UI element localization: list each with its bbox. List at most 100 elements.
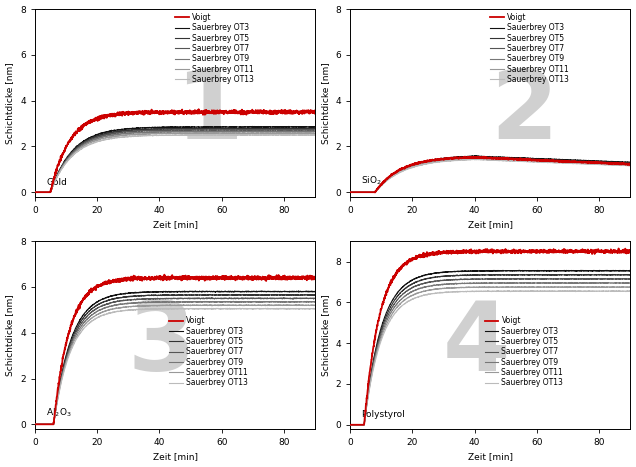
Sauerbrey OT7 <box>312 296 319 301</box>
Sauerbrey OT7 <box>46 190 54 195</box>
Sauerbrey OT5 <box>31 422 39 427</box>
Sauerbrey OT5 <box>626 160 634 166</box>
Sauerbrey OT11 <box>46 190 54 195</box>
Sauerbrey OT13 <box>223 132 230 138</box>
Sauerbrey OT11 <box>363 190 370 195</box>
Sauerbrey OT5 <box>312 292 319 298</box>
Sauerbrey OT5 <box>460 155 468 160</box>
Sauerbrey OT11 <box>91 313 99 319</box>
Sauerbrey OT13 <box>146 133 153 138</box>
Line: Voigt: Voigt <box>35 109 315 192</box>
Sauerbrey OT11 <box>406 165 414 170</box>
Sauerbrey OT3 <box>516 268 523 273</box>
Sauerbrey OT9 <box>406 290 414 296</box>
Sauerbrey OT7 <box>136 296 144 302</box>
Sauerbrey OT9 <box>472 155 480 161</box>
Sauerbrey OT5 <box>346 422 354 428</box>
Sauerbrey OT11 <box>471 156 478 162</box>
Sauerbrey OT7 <box>223 295 230 301</box>
Voigt <box>195 106 202 112</box>
Legend: Voigt, Sauerbrey OT3, Sauerbrey OT5, Sauerbrey OT7, Sauerbrey OT9, Sauerbrey OT1: Voigt, Sauerbrey OT3, Sauerbrey OT5, Sau… <box>490 13 569 84</box>
Voigt <box>461 155 469 161</box>
Sauerbrey OT13 <box>406 165 414 171</box>
Sauerbrey OT9 <box>626 162 634 167</box>
Sauerbrey OT9 <box>462 156 470 162</box>
Sauerbrey OT13 <box>312 306 319 311</box>
Line: Voigt: Voigt <box>350 248 630 425</box>
Sauerbrey OT3 <box>363 405 370 410</box>
Voigt <box>47 187 55 192</box>
Sauerbrey OT9 <box>91 310 99 316</box>
Sauerbrey OT13 <box>346 422 354 428</box>
Line: Sauerbrey OT9: Sauerbrey OT9 <box>35 301 315 425</box>
Line: Sauerbrey OT13: Sauerbrey OT13 <box>35 134 315 192</box>
Sauerbrey OT13 <box>462 157 470 163</box>
Sauerbrey OT9 <box>146 300 153 305</box>
Voigt <box>451 249 459 255</box>
Sauerbrey OT11 <box>363 407 370 412</box>
Sauerbrey OT11 <box>626 162 634 168</box>
Sauerbrey OT5 <box>312 126 319 131</box>
Line: Sauerbrey OT3: Sauerbrey OT3 <box>35 291 315 425</box>
Sauerbrey OT11 <box>462 156 470 162</box>
Sauerbrey OT11 <box>312 302 319 308</box>
Sauerbrey OT7 <box>538 157 546 163</box>
Voigt <box>91 286 99 291</box>
Sauerbrey OT5 <box>406 282 414 288</box>
Sauerbrey OT9 <box>47 188 55 194</box>
Sauerbrey OT5 <box>451 273 459 279</box>
Sauerbrey OT9 <box>312 129 319 134</box>
Sauerbrey OT7 <box>47 422 55 427</box>
Sauerbrey OT3 <box>31 422 39 427</box>
Y-axis label: Schichtdicke [nm]: Schichtdicke [nm] <box>6 294 15 376</box>
Legend: Voigt, Sauerbrey OT3, Sauerbrey OT5, Sauerbrey OT7, Sauerbrey OT9, Sauerbrey OT1: Voigt, Sauerbrey OT3, Sauerbrey OT5, Sau… <box>175 13 254 84</box>
Sauerbrey OT13 <box>31 422 39 427</box>
Sauerbrey OT3 <box>147 290 155 295</box>
Sauerbrey OT7 <box>91 307 99 312</box>
Sauerbrey OT7 <box>406 164 414 170</box>
Sauerbrey OT7 <box>146 297 153 302</box>
Text: 4: 4 <box>443 298 510 391</box>
Sauerbrey OT7 <box>363 404 370 410</box>
Sauerbrey OT13 <box>460 157 468 163</box>
Sauerbrey OT3 <box>461 154 469 159</box>
Sauerbrey OT13 <box>406 297 414 303</box>
Y-axis label: Schichtdicke [nm]: Schichtdicke [nm] <box>321 294 330 376</box>
Sauerbrey OT7 <box>136 128 144 134</box>
Sauerbrey OT3 <box>471 153 478 159</box>
Sauerbrey OT3 <box>462 154 470 159</box>
Sauerbrey OT5 <box>47 188 55 193</box>
Sauerbrey OT9 <box>230 298 237 304</box>
Text: Gold: Gold <box>46 178 67 187</box>
Voigt <box>470 154 478 160</box>
Sauerbrey OT5 <box>223 292 230 298</box>
Line: Sauerbrey OT5: Sauerbrey OT5 <box>350 157 630 192</box>
Sauerbrey OT11 <box>31 190 39 195</box>
Sauerbrey OT9 <box>462 281 470 286</box>
Voigt <box>147 111 155 116</box>
Sauerbrey OT7 <box>31 190 39 195</box>
Sauerbrey OT3 <box>346 422 354 428</box>
Voigt <box>136 110 144 116</box>
Sauerbrey OT5 <box>91 134 99 139</box>
Sauerbrey OT3 <box>146 289 153 295</box>
Sauerbrey OT7 <box>147 127 155 133</box>
Sauerbrey OT9 <box>50 422 57 427</box>
Sauerbrey OT7 <box>147 296 155 302</box>
Sauerbrey OT13 <box>467 156 475 162</box>
Sauerbrey OT5 <box>462 273 470 278</box>
Voigt <box>223 273 230 279</box>
Sauerbrey OT5 <box>462 155 470 160</box>
X-axis label: Zeit [min]: Zeit [min] <box>153 453 198 461</box>
Line: Voigt: Voigt <box>350 157 630 192</box>
Sauerbrey OT5 <box>146 293 153 298</box>
Sauerbrey OT5 <box>346 190 354 195</box>
Sauerbrey OT7 <box>523 276 531 281</box>
Voigt <box>346 422 354 428</box>
Sauerbrey OT3 <box>31 190 39 195</box>
Sauerbrey OT3 <box>538 268 546 274</box>
Voigt <box>31 422 39 427</box>
Sauerbrey OT9 <box>31 190 39 195</box>
Sauerbrey OT13 <box>147 306 155 312</box>
Sauerbrey OT3 <box>136 290 144 295</box>
